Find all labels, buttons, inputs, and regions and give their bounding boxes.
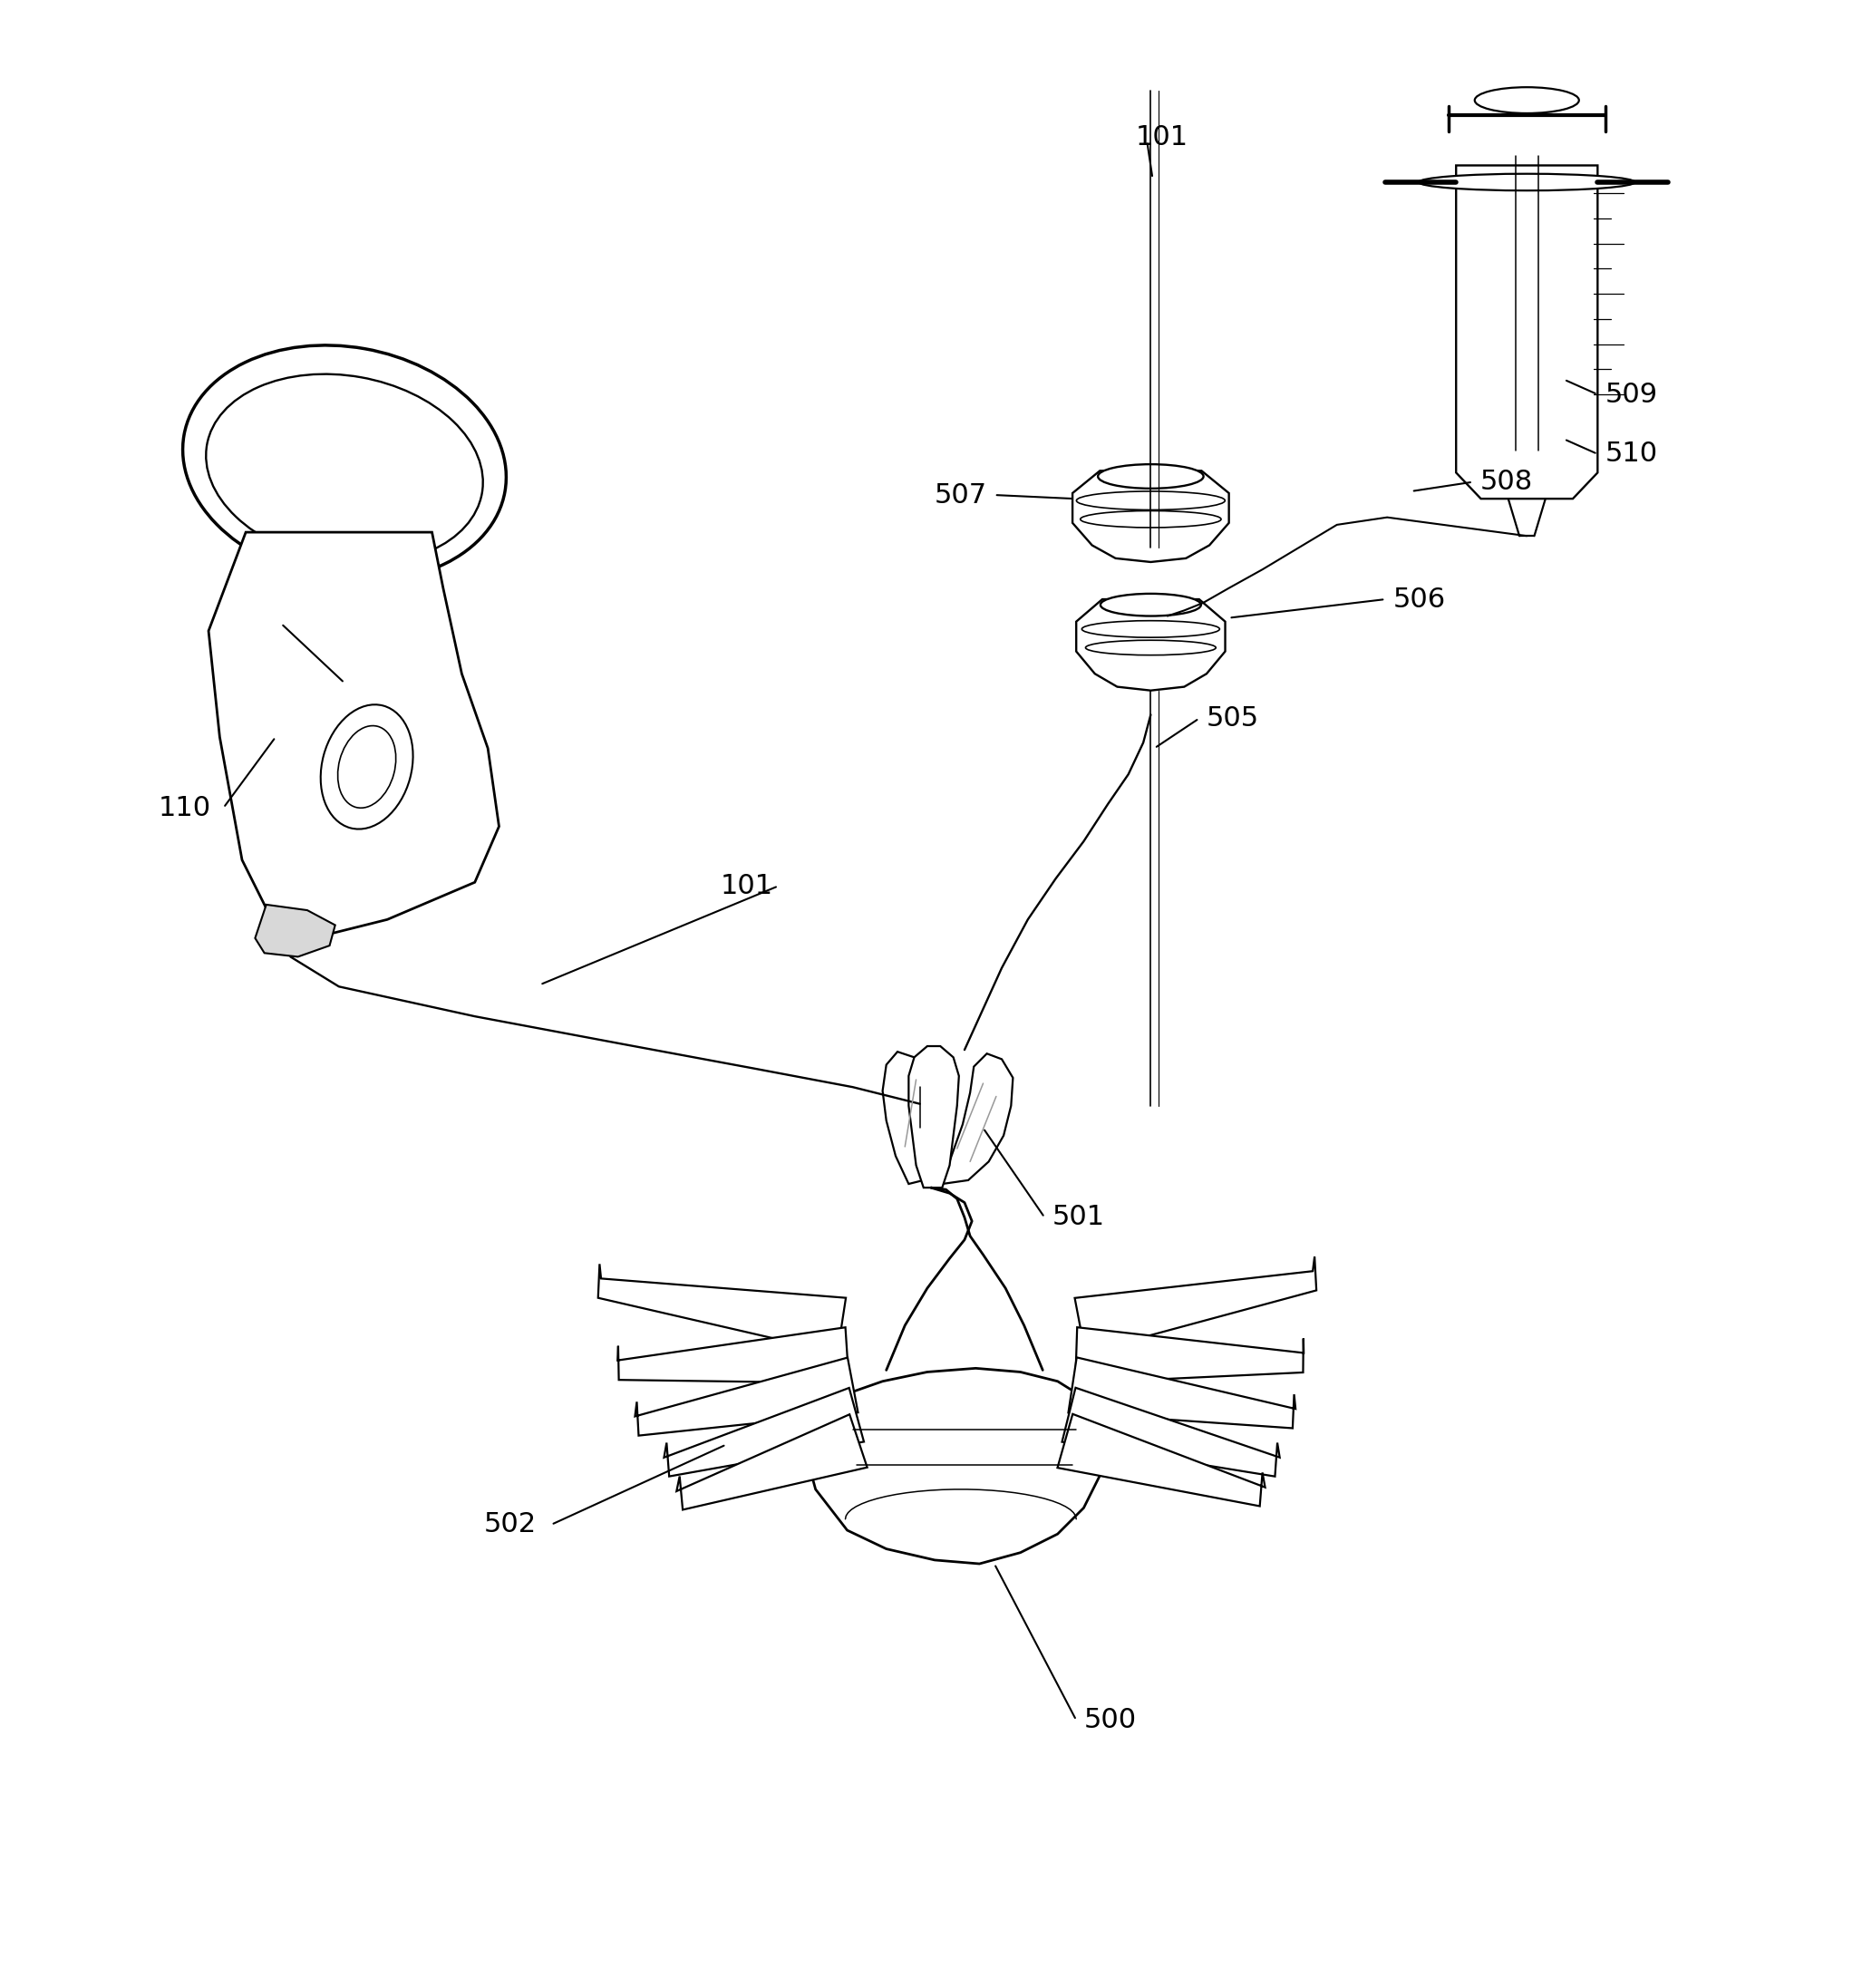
Polygon shape [1456,165,1598,499]
Polygon shape [1076,1328,1303,1384]
Ellipse shape [182,346,506,580]
Text: 505: 505 [1207,706,1259,732]
Polygon shape [255,905,335,956]
Text: 506: 506 [1393,586,1445,612]
Polygon shape [1076,598,1225,690]
Text: 501: 501 [1052,1205,1104,1231]
Polygon shape [804,1368,1104,1565]
Ellipse shape [1099,465,1203,489]
Polygon shape [1073,471,1229,563]
Text: 110: 110 [158,795,210,821]
Polygon shape [209,533,499,938]
Polygon shape [909,1046,959,1187]
Text: 500: 500 [1084,1708,1136,1734]
Polygon shape [635,1358,858,1435]
Polygon shape [618,1328,849,1384]
Text: 510: 510 [1605,441,1657,467]
Text: 509: 509 [1605,382,1657,408]
Text: 101: 101 [721,873,773,899]
Polygon shape [1069,1358,1296,1427]
Text: 508: 508 [1480,469,1532,495]
Ellipse shape [1100,594,1201,616]
Text: 101: 101 [1136,125,1188,151]
Polygon shape [942,1054,1013,1185]
Polygon shape [1061,1388,1279,1477]
Text: 507: 507 [935,481,987,509]
Polygon shape [598,1264,845,1354]
Text: 502: 502 [484,1511,536,1539]
Polygon shape [1058,1413,1264,1507]
Ellipse shape [1475,87,1579,113]
Polygon shape [883,1052,935,1185]
Ellipse shape [1419,173,1635,191]
Polygon shape [676,1413,868,1509]
Polygon shape [1074,1256,1316,1354]
Polygon shape [665,1388,864,1477]
